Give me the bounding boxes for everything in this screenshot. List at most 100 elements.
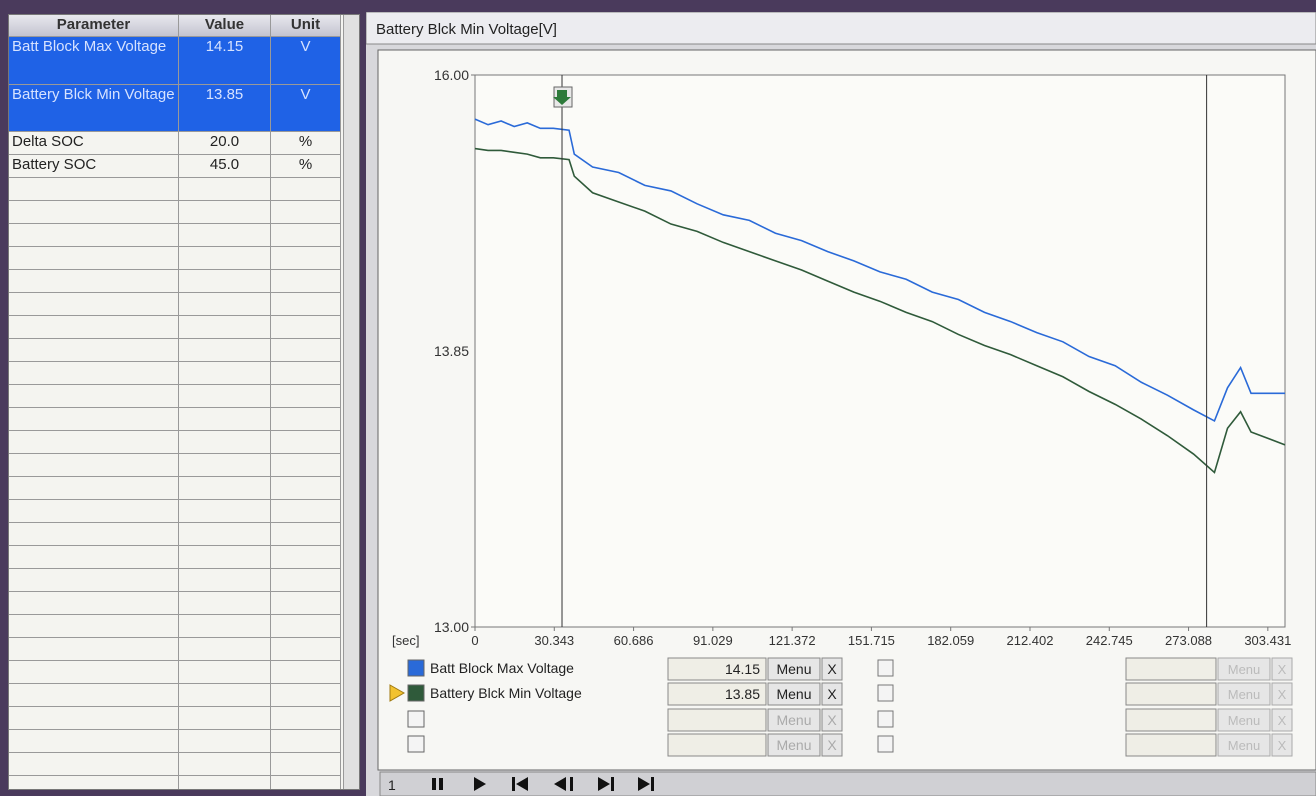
- column-header: Parameter: [9, 15, 179, 37]
- empty-cell: [9, 293, 179, 316]
- plot-area: [475, 75, 1285, 627]
- empty-cell: [271, 362, 341, 385]
- empty-cell: [179, 178, 271, 201]
- parameter-unit: V: [271, 85, 341, 132]
- empty-cell: [271, 730, 341, 753]
- empty-cell: [179, 661, 271, 684]
- parameter-value: 13.85: [179, 85, 271, 132]
- empty-cell: [271, 178, 341, 201]
- empty-cell: [271, 776, 341, 790]
- empty-cell: [179, 293, 271, 316]
- close-label: X: [1278, 662, 1287, 677]
- menu-label: Menu: [776, 686, 811, 702]
- empty-cell: [179, 500, 271, 523]
- empty-cell: [9, 385, 179, 408]
- empty-cell: [271, 592, 341, 615]
- x-tick-label: 242.745: [1086, 633, 1133, 648]
- empty-cell: [271, 615, 341, 638]
- parameter-name: Delta SOC: [9, 132, 179, 155]
- x-tick-label: 273.088: [1165, 633, 1212, 648]
- empty-cell: [9, 224, 179, 247]
- empty-cell: [9, 178, 179, 201]
- menu-label: Menu: [1228, 662, 1261, 677]
- close-label: X: [1278, 687, 1287, 702]
- empty-cell: [271, 638, 341, 661]
- empty-cell: [179, 523, 271, 546]
- empty-cell: [271, 753, 341, 776]
- empty-cell: [9, 408, 179, 431]
- legend-swatch: [408, 711, 424, 727]
- checkbox[interactable]: [878, 736, 893, 752]
- empty-cell: [9, 684, 179, 707]
- empty-cell: [179, 201, 271, 224]
- menu-label: Menu: [776, 661, 811, 677]
- empty-cell: [271, 707, 341, 730]
- close-label: X: [827, 661, 837, 677]
- parameter-value: 14.15: [179, 37, 271, 85]
- y-tick-label: 16.00: [434, 67, 469, 83]
- empty-cell: [9, 592, 179, 615]
- empty-cell: [179, 224, 271, 247]
- legend-swatch: [408, 736, 424, 752]
- empty-cell: [179, 569, 271, 592]
- menu-label: Menu: [1228, 687, 1261, 702]
- empty-cell: [9, 201, 179, 224]
- close-label: X: [827, 712, 837, 728]
- checkbox[interactable]: [878, 711, 893, 727]
- empty-cell: [271, 385, 341, 408]
- empty-cell: [179, 454, 271, 477]
- empty-cell: [9, 776, 179, 790]
- empty-cell: [179, 546, 271, 569]
- checkbox[interactable]: [878, 660, 893, 676]
- empty-cell: [271, 454, 341, 477]
- empty-cell: [179, 707, 271, 730]
- parameter-unit: V: [271, 37, 341, 85]
- legend-name: Battery Blck Min Voltage: [430, 685, 582, 701]
- empty-cell: [179, 615, 271, 638]
- parameter-value: 20.0: [179, 132, 271, 155]
- checkbox[interactable]: [878, 685, 893, 701]
- empty-cell: [179, 339, 271, 362]
- empty-cell: [9, 638, 179, 661]
- empty-cell: [271, 247, 341, 270]
- x-tick-label: 151.715: [848, 633, 895, 648]
- scrollbar[interactable]: [343, 15, 360, 790]
- close-label: X: [1278, 738, 1287, 753]
- close-label: X: [827, 686, 837, 702]
- empty-cell: [179, 408, 271, 431]
- empty-cell: [271, 201, 341, 224]
- empty-cell: [271, 569, 341, 592]
- empty-cell: [179, 684, 271, 707]
- menu-label: Menu: [1228, 713, 1261, 728]
- empty-cell: [9, 362, 179, 385]
- empty-cell: [271, 270, 341, 293]
- empty-cell: [271, 408, 341, 431]
- menu-label: Menu: [776, 712, 811, 728]
- empty-cell: [271, 546, 341, 569]
- x-tick-label: 121.372: [769, 633, 816, 648]
- readout-value: 13.85: [725, 686, 760, 702]
- close-label: X: [1278, 713, 1287, 728]
- empty-cell: [179, 362, 271, 385]
- empty-cell: [9, 500, 179, 523]
- empty-cell: [271, 431, 341, 454]
- empty-cell: [179, 730, 271, 753]
- empty-cell: [271, 684, 341, 707]
- parameter-value: 45.0: [179, 155, 271, 178]
- close-label: X: [827, 737, 837, 753]
- x-tick-label: 30.343: [534, 633, 574, 648]
- screen: {"table": {"headers": ["Parameter", "Val…: [0, 0, 1316, 796]
- column-header: Unit: [271, 15, 341, 37]
- readout-box-right: [1126, 709, 1216, 731]
- x-tick-label: 182.059: [927, 633, 974, 648]
- empty-cell: [9, 316, 179, 339]
- legend-swatch: [408, 660, 424, 676]
- empty-cell: [9, 569, 179, 592]
- empty-cell: [179, 477, 271, 500]
- empty-cell: [9, 707, 179, 730]
- parameter-unit: %: [271, 155, 341, 178]
- empty-cell: [271, 523, 341, 546]
- empty-cell: [9, 730, 179, 753]
- readout-box-right: [1126, 734, 1216, 756]
